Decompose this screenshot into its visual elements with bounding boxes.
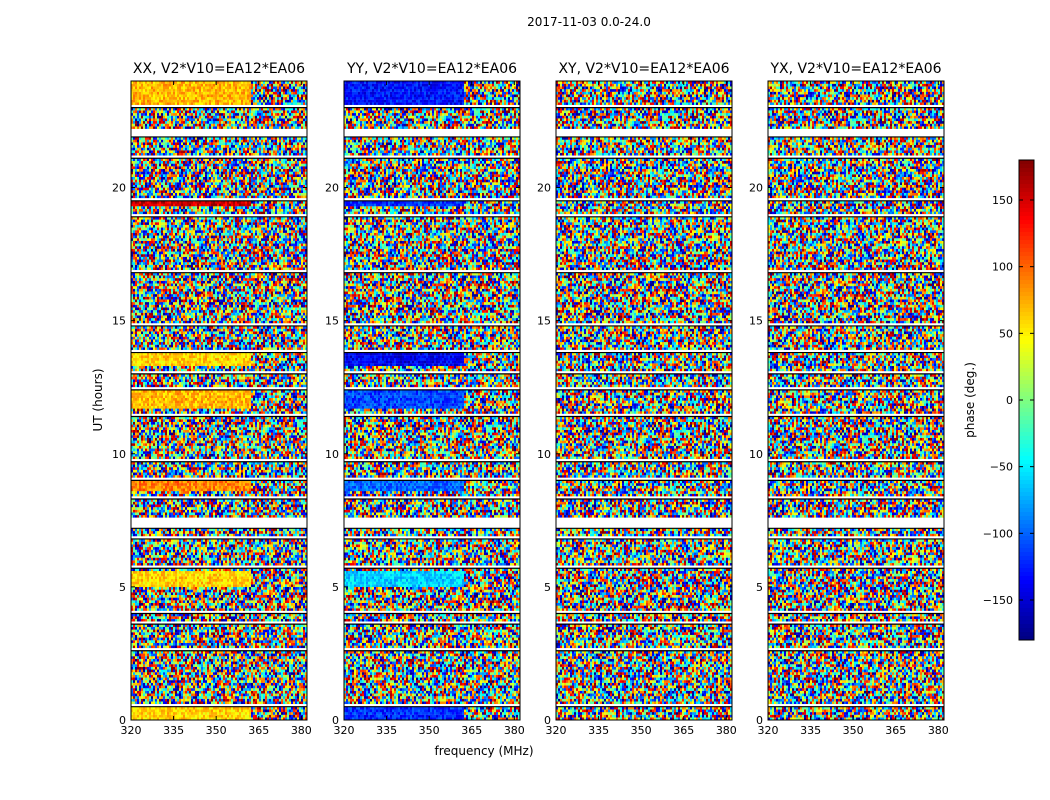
y-tick-label: 15 — [325, 315, 339, 328]
x-tick-label: 380 — [504, 724, 525, 737]
y-tick-label: 20 — [537, 182, 551, 195]
flagged-band — [556, 129, 732, 137]
y-tick-label: 15 — [537, 315, 551, 328]
y-tick-label: 15 — [112, 315, 126, 328]
figure-suptitle: 2017-11-03 0.0-24.0 — [527, 15, 651, 29]
x-tick-label: 350 — [843, 724, 864, 737]
y-tick-label: 20 — [325, 182, 339, 195]
colorbar-tick-label: 100 — [992, 261, 1013, 274]
x-tick-label: 335 — [163, 724, 184, 737]
panel-title: XX, V2*V10=EA12*EA06 — [133, 61, 305, 77]
flagged-band — [344, 129, 520, 137]
y-tick-label: 10 — [112, 448, 126, 461]
flagged-band — [344, 518, 520, 529]
x-axis-label: frequency (MHz) — [434, 744, 533, 758]
flagged-band — [131, 518, 307, 529]
x-tick-label: 365 — [461, 724, 482, 737]
panel-title: YY, V2*V10=EA12*EA06 — [346, 61, 517, 77]
colorbar-tick-label: 50 — [999, 327, 1013, 340]
y-tick-label: 0 — [332, 714, 339, 727]
x-tick-label: 365 — [673, 724, 694, 737]
x-tick-label: 380 — [928, 724, 949, 737]
x-tick-label: 350 — [419, 724, 440, 737]
y-axis-label: UT (hours) — [91, 368, 105, 431]
colorbar-tick-label: −150 — [983, 594, 1013, 607]
x-tick-label: 350 — [206, 724, 227, 737]
x-tick-label: 335 — [800, 724, 821, 737]
y-tick-label: 5 — [544, 581, 551, 594]
y-tick-label: 0 — [756, 714, 763, 727]
flagged-band — [768, 129, 944, 137]
y-tick-label: 20 — [112, 182, 126, 195]
x-tick-label: 365 — [885, 724, 906, 737]
x-tick-label: 365 — [248, 724, 269, 737]
y-tick-label: 5 — [332, 581, 339, 594]
flagged-band — [556, 518, 732, 529]
flagged-band — [131, 129, 307, 137]
x-tick-label: 335 — [376, 724, 397, 737]
x-tick-label: 335 — [588, 724, 609, 737]
x-tick-label: 380 — [716, 724, 737, 737]
y-tick-label: 5 — [119, 581, 126, 594]
flagged-band — [768, 518, 944, 529]
panel-title: XY, V2*V10=EA12*EA06 — [558, 61, 729, 77]
y-tick-label: 10 — [537, 448, 551, 461]
colorbar-tick-label: 0 — [1006, 394, 1013, 407]
colorbar-label: phase (deg.) — [963, 362, 977, 438]
x-tick-label: 350 — [631, 724, 652, 737]
y-tick-label: 15 — [749, 315, 763, 328]
y-tick-label: 5 — [756, 581, 763, 594]
y-tick-label: 20 — [749, 182, 763, 195]
colorbar: −150 −100 −50 0 50 100 150 phase (deg.) — [963, 160, 1034, 640]
y-tick-label: 10 — [325, 448, 339, 461]
x-tick-label: 380 — [291, 724, 312, 737]
y-tick-label: 0 — [119, 714, 126, 727]
colorbar-tick-label: −50 — [990, 461, 1013, 474]
colorbar-tick-label: −100 — [983, 527, 1013, 540]
y-tick-label: 10 — [749, 448, 763, 461]
panel-title: YX, V2*V10=EA12*EA06 — [769, 61, 941, 77]
colorbar-tick-label: 150 — [992, 194, 1013, 207]
y-tick-label: 0 — [544, 714, 551, 727]
